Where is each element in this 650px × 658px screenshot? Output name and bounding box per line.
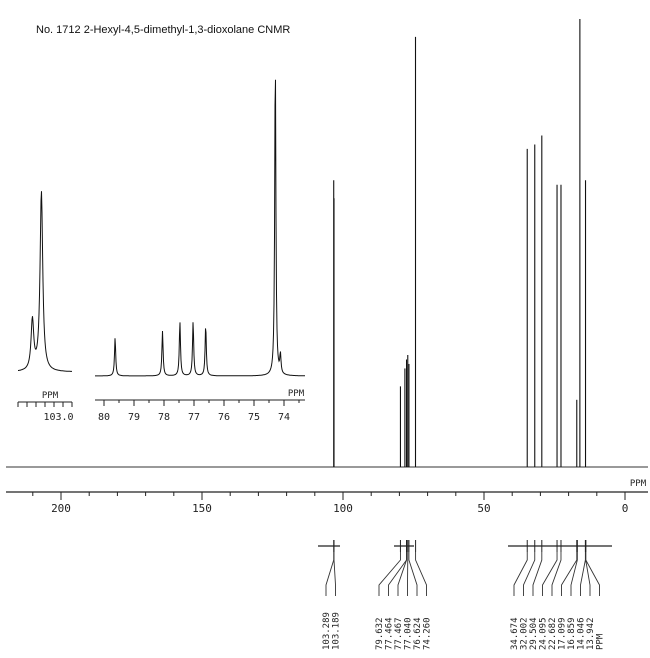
inset-spectrum-74-80ppm: 80 79 78 77 76 75 74 PPM <box>95 79 305 423</box>
peak-label: 77.467 <box>394 617 404 650</box>
peak-label-leader <box>408 552 418 596</box>
main-x-axis-label: PPM <box>630 479 647 489</box>
peak-label: 34.674 <box>510 617 520 650</box>
inset2-tick-label: 80 <box>98 412 110 423</box>
peak-label-leader <box>580 552 586 596</box>
peak-label-leader <box>532 552 543 596</box>
peak-label-leader <box>523 552 536 596</box>
main-spectrum: 200 150 100 50 0 PPM <box>6 19 648 515</box>
main-x-tick-label: 0 <box>622 502 629 515</box>
peak-label-leader <box>585 552 591 596</box>
inset1-tick-label: 103.0 <box>43 412 73 423</box>
peak-label-leader <box>415 552 427 596</box>
peak-label: 77.464 <box>385 617 395 650</box>
inset1-trace <box>18 191 72 372</box>
peak-label-leader <box>333 552 336 596</box>
inset2-tick-label: 75 <box>248 412 260 423</box>
peak-label-leader <box>388 552 407 596</box>
main-x-tick-label: 50 <box>477 502 490 515</box>
peak-label: PPM <box>596 633 606 650</box>
inset2-axis-label: PPM <box>288 389 305 399</box>
inset-spectrum-103ppm: 103.0 PPM <box>17 191 74 423</box>
peak-label-leader <box>325 552 335 596</box>
peak-label: 24.095 <box>539 617 549 650</box>
peak-label: 22.682 <box>548 617 558 650</box>
peak-label: 103.189 <box>332 612 342 650</box>
inset2-tick-label: 78 <box>158 412 170 423</box>
peak-label: 14.046 <box>577 617 587 650</box>
peak-label-leader <box>551 552 562 596</box>
inset1-axis-label: PPM <box>42 391 59 401</box>
peak-label-leader <box>513 552 528 596</box>
inset2-tick-label: 74 <box>278 412 290 423</box>
peak-label-leader <box>378 552 401 596</box>
peak-label: 103.289 <box>322 612 332 650</box>
peak-label: 32.002 <box>520 617 530 650</box>
peak-label-leader <box>397 552 407 596</box>
peak-label-leader <box>585 552 600 596</box>
peak-label: 77.040 <box>404 617 414 650</box>
peak-label-column: 103.289 103.189 79.632 77.464 77.467 77.040 76… <box>318 540 612 650</box>
peak-label: 16.859 <box>567 617 577 650</box>
main-x-tick-label: 100 <box>333 502 353 515</box>
peak-label: 29.504 <box>529 617 539 650</box>
peak-label: 79.632 <box>375 617 385 650</box>
peak-label: 74.260 <box>423 617 433 650</box>
inset2-trace <box>95 79 305 377</box>
inset2-tick-label: 79 <box>128 412 140 423</box>
peak-label: 17.099 <box>558 617 568 650</box>
inset2-tick-label: 76 <box>218 412 230 423</box>
main-x-tick-label: 200 <box>51 502 71 515</box>
peak-label-leader <box>570 552 578 596</box>
peak-label-leader <box>542 552 558 596</box>
peak-label: 13.942 <box>586 617 596 650</box>
inset2-tick-label: 77 <box>188 412 200 423</box>
spectrum-title: No. 1712 2-Hexyl-4,5-dimethyl-1,3-dioxol… <box>36 24 291 36</box>
main-x-tick-label: 150 <box>192 502 212 515</box>
peak-label-leader <box>561 552 578 596</box>
peak-label: 76.624 <box>413 617 423 650</box>
